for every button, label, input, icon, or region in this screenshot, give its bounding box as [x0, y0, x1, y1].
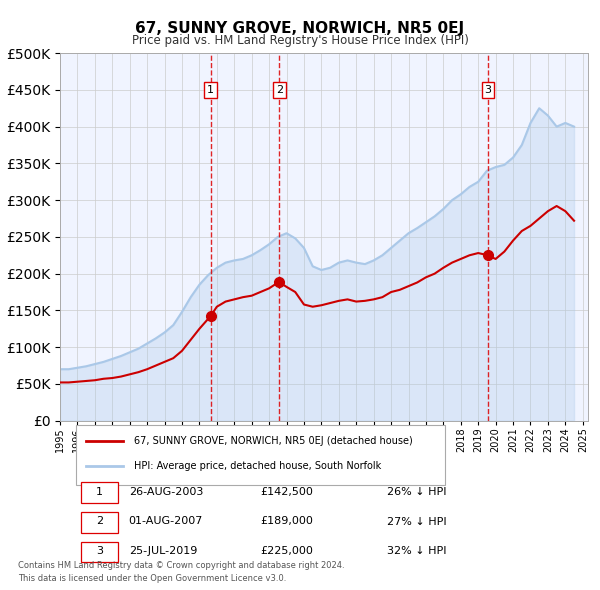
Text: Contains HM Land Registry data © Crown copyright and database right 2024.
This d: Contains HM Land Registry data © Crown c… — [18, 562, 344, 583]
Text: HPI: Average price, detached house, South Norfolk: HPI: Average price, detached house, Sout… — [134, 461, 381, 471]
Text: 2: 2 — [96, 516, 103, 526]
FancyBboxPatch shape — [81, 512, 118, 533]
FancyBboxPatch shape — [76, 425, 445, 485]
Text: 25-JUL-2019: 25-JUL-2019 — [128, 546, 197, 556]
Text: 01-AUG-2007: 01-AUG-2007 — [128, 516, 203, 526]
Text: 3: 3 — [96, 546, 103, 556]
Text: 26% ↓ HPI: 26% ↓ HPI — [388, 487, 447, 497]
Text: 27% ↓ HPI: 27% ↓ HPI — [388, 516, 447, 526]
Text: 2: 2 — [275, 85, 283, 95]
Text: Price paid vs. HM Land Registry's House Price Index (HPI): Price paid vs. HM Land Registry's House … — [131, 34, 469, 47]
Text: 1: 1 — [96, 487, 103, 497]
FancyBboxPatch shape — [81, 542, 118, 562]
Text: 1: 1 — [207, 85, 214, 95]
Text: £189,000: £189,000 — [260, 516, 314, 526]
Text: 3: 3 — [484, 85, 491, 95]
Text: 32% ↓ HPI: 32% ↓ HPI — [388, 546, 447, 556]
Text: 67, SUNNY GROVE, NORWICH, NR5 0EJ: 67, SUNNY GROVE, NORWICH, NR5 0EJ — [136, 21, 464, 35]
Text: 26-AUG-2003: 26-AUG-2003 — [128, 487, 203, 497]
Text: 67, SUNNY GROVE, NORWICH, NR5 0EJ (detached house): 67, SUNNY GROVE, NORWICH, NR5 0EJ (detac… — [134, 436, 413, 446]
Text: £142,500: £142,500 — [260, 487, 314, 497]
FancyBboxPatch shape — [81, 482, 118, 503]
Text: £225,000: £225,000 — [260, 546, 314, 556]
